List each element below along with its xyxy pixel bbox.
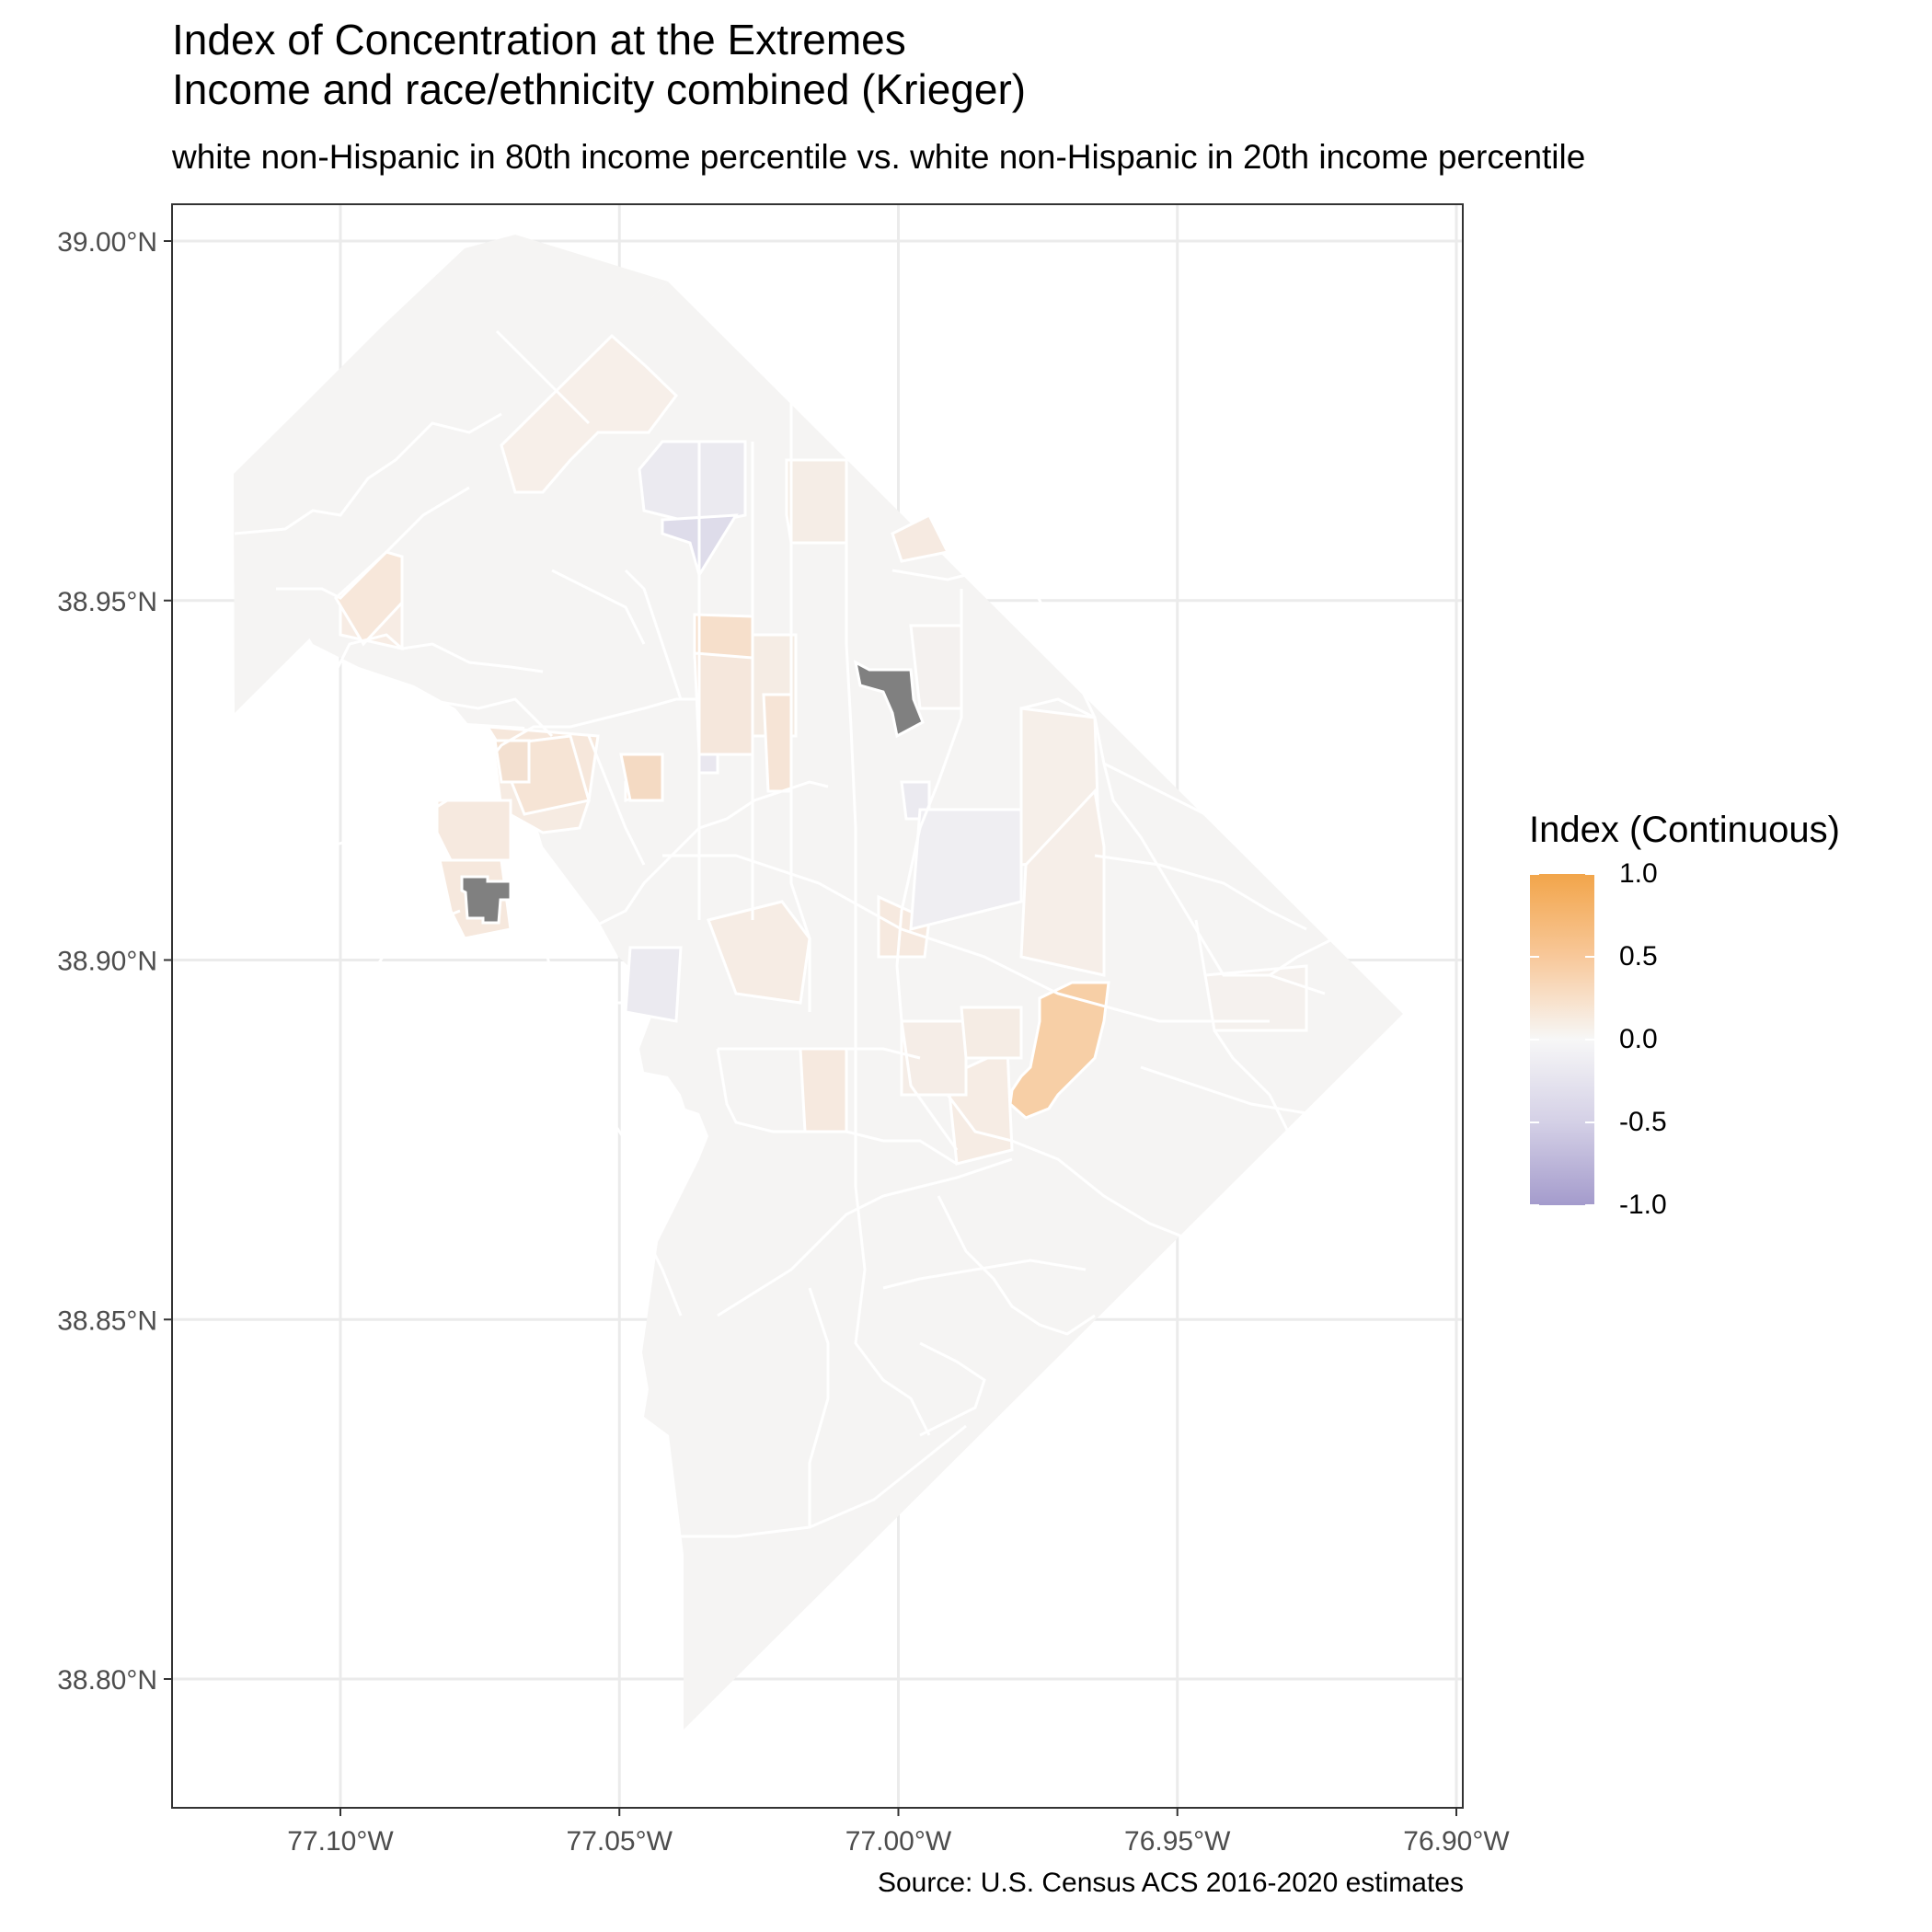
y-tick-label: 38.80°N: [57, 1665, 157, 1696]
tract: [707, 900, 811, 1005]
legend-tick: [1530, 873, 1539, 875]
legend-tick: [1585, 1121, 1594, 1123]
dc-outline: [234, 282, 1403, 1730]
y-tick-label: 38.90°N: [57, 947, 157, 977]
chart-caption: Source: U.S. Census ACS 2016-2020 estima…: [877, 1868, 1464, 1898]
map-regions: [234, 235, 1403, 1730]
tract: [624, 946, 683, 1023]
title-line-2: Income and race/ethnicity combined (Krie…: [172, 65, 1027, 113]
tract: [799, 1047, 848, 1133]
x-tick-label: 77.05°W: [567, 1826, 673, 1857]
legend-title: Index (Continuous): [1529, 810, 1840, 850]
x-tick-label: 77.00°W: [845, 1826, 952, 1857]
legend-label: -1.0: [1619, 1190, 1667, 1220]
tract: [619, 753, 664, 802]
legend-label: -0.5: [1619, 1107, 1667, 1137]
tract: [891, 512, 950, 563]
x-tick-label: 76.90°W: [1403, 1826, 1510, 1857]
legend-tick: [1585, 1204, 1594, 1206]
legend-tick: [1585, 873, 1594, 875]
tract-high-index: [1008, 981, 1110, 1120]
chart-title: Index of Concentration at the Extremes I…: [172, 15, 1026, 114]
tract-missing: [853, 660, 925, 739]
panel-border: [171, 203, 1464, 1809]
tract: [1019, 788, 1106, 977]
title-line-1: Index of Concentration at the Extremes: [172, 16, 906, 63]
x-tick-label: 77.10°W: [287, 1826, 394, 1857]
tract: [960, 1006, 1023, 1060]
tract: [1203, 964, 1308, 1032]
chart-subtitle: white non-Hispanic in 80th income percen…: [172, 138, 1586, 176]
tract: [693, 651, 754, 756]
tract-borders: [234, 329, 1336, 1538]
axes: 77.10°W 77.05°W 77.00°W 76.95°W 76.90°W 39.00…: [57, 227, 1510, 1857]
tract: [909, 808, 1023, 931]
x-tick-label: 76.95°W: [1124, 1826, 1231, 1857]
legend-tick: [1585, 956, 1594, 958]
legend-tick: [1530, 1121, 1539, 1123]
tract: [900, 1019, 968, 1097]
legend-colorbar: [1530, 874, 1594, 1205]
tract-missing: [460, 875, 512, 925]
legend-label: 0.5: [1619, 941, 1658, 972]
legend-tick: [1530, 1204, 1539, 1206]
tract: [762, 693, 793, 793]
legend-label: 1.0: [1619, 858, 1658, 889]
tract: [493, 739, 531, 784]
legend-tick: [1530, 1039, 1539, 1041]
legend-tick: [1530, 956, 1539, 958]
legend-label: 0.0: [1619, 1024, 1658, 1054]
tract: [909, 624, 963, 710]
tract: [638, 440, 747, 526]
y-tick-label: 39.00°N: [57, 227, 157, 258]
tract: [500, 333, 678, 494]
y-tick-label: 38.85°N: [57, 1305, 157, 1336]
tract: [785, 458, 848, 545]
tract: [693, 613, 754, 660]
tract: [435, 799, 512, 862]
legend-tick: [1585, 1039, 1594, 1041]
y-tick-label: 38.95°N: [57, 587, 157, 617]
